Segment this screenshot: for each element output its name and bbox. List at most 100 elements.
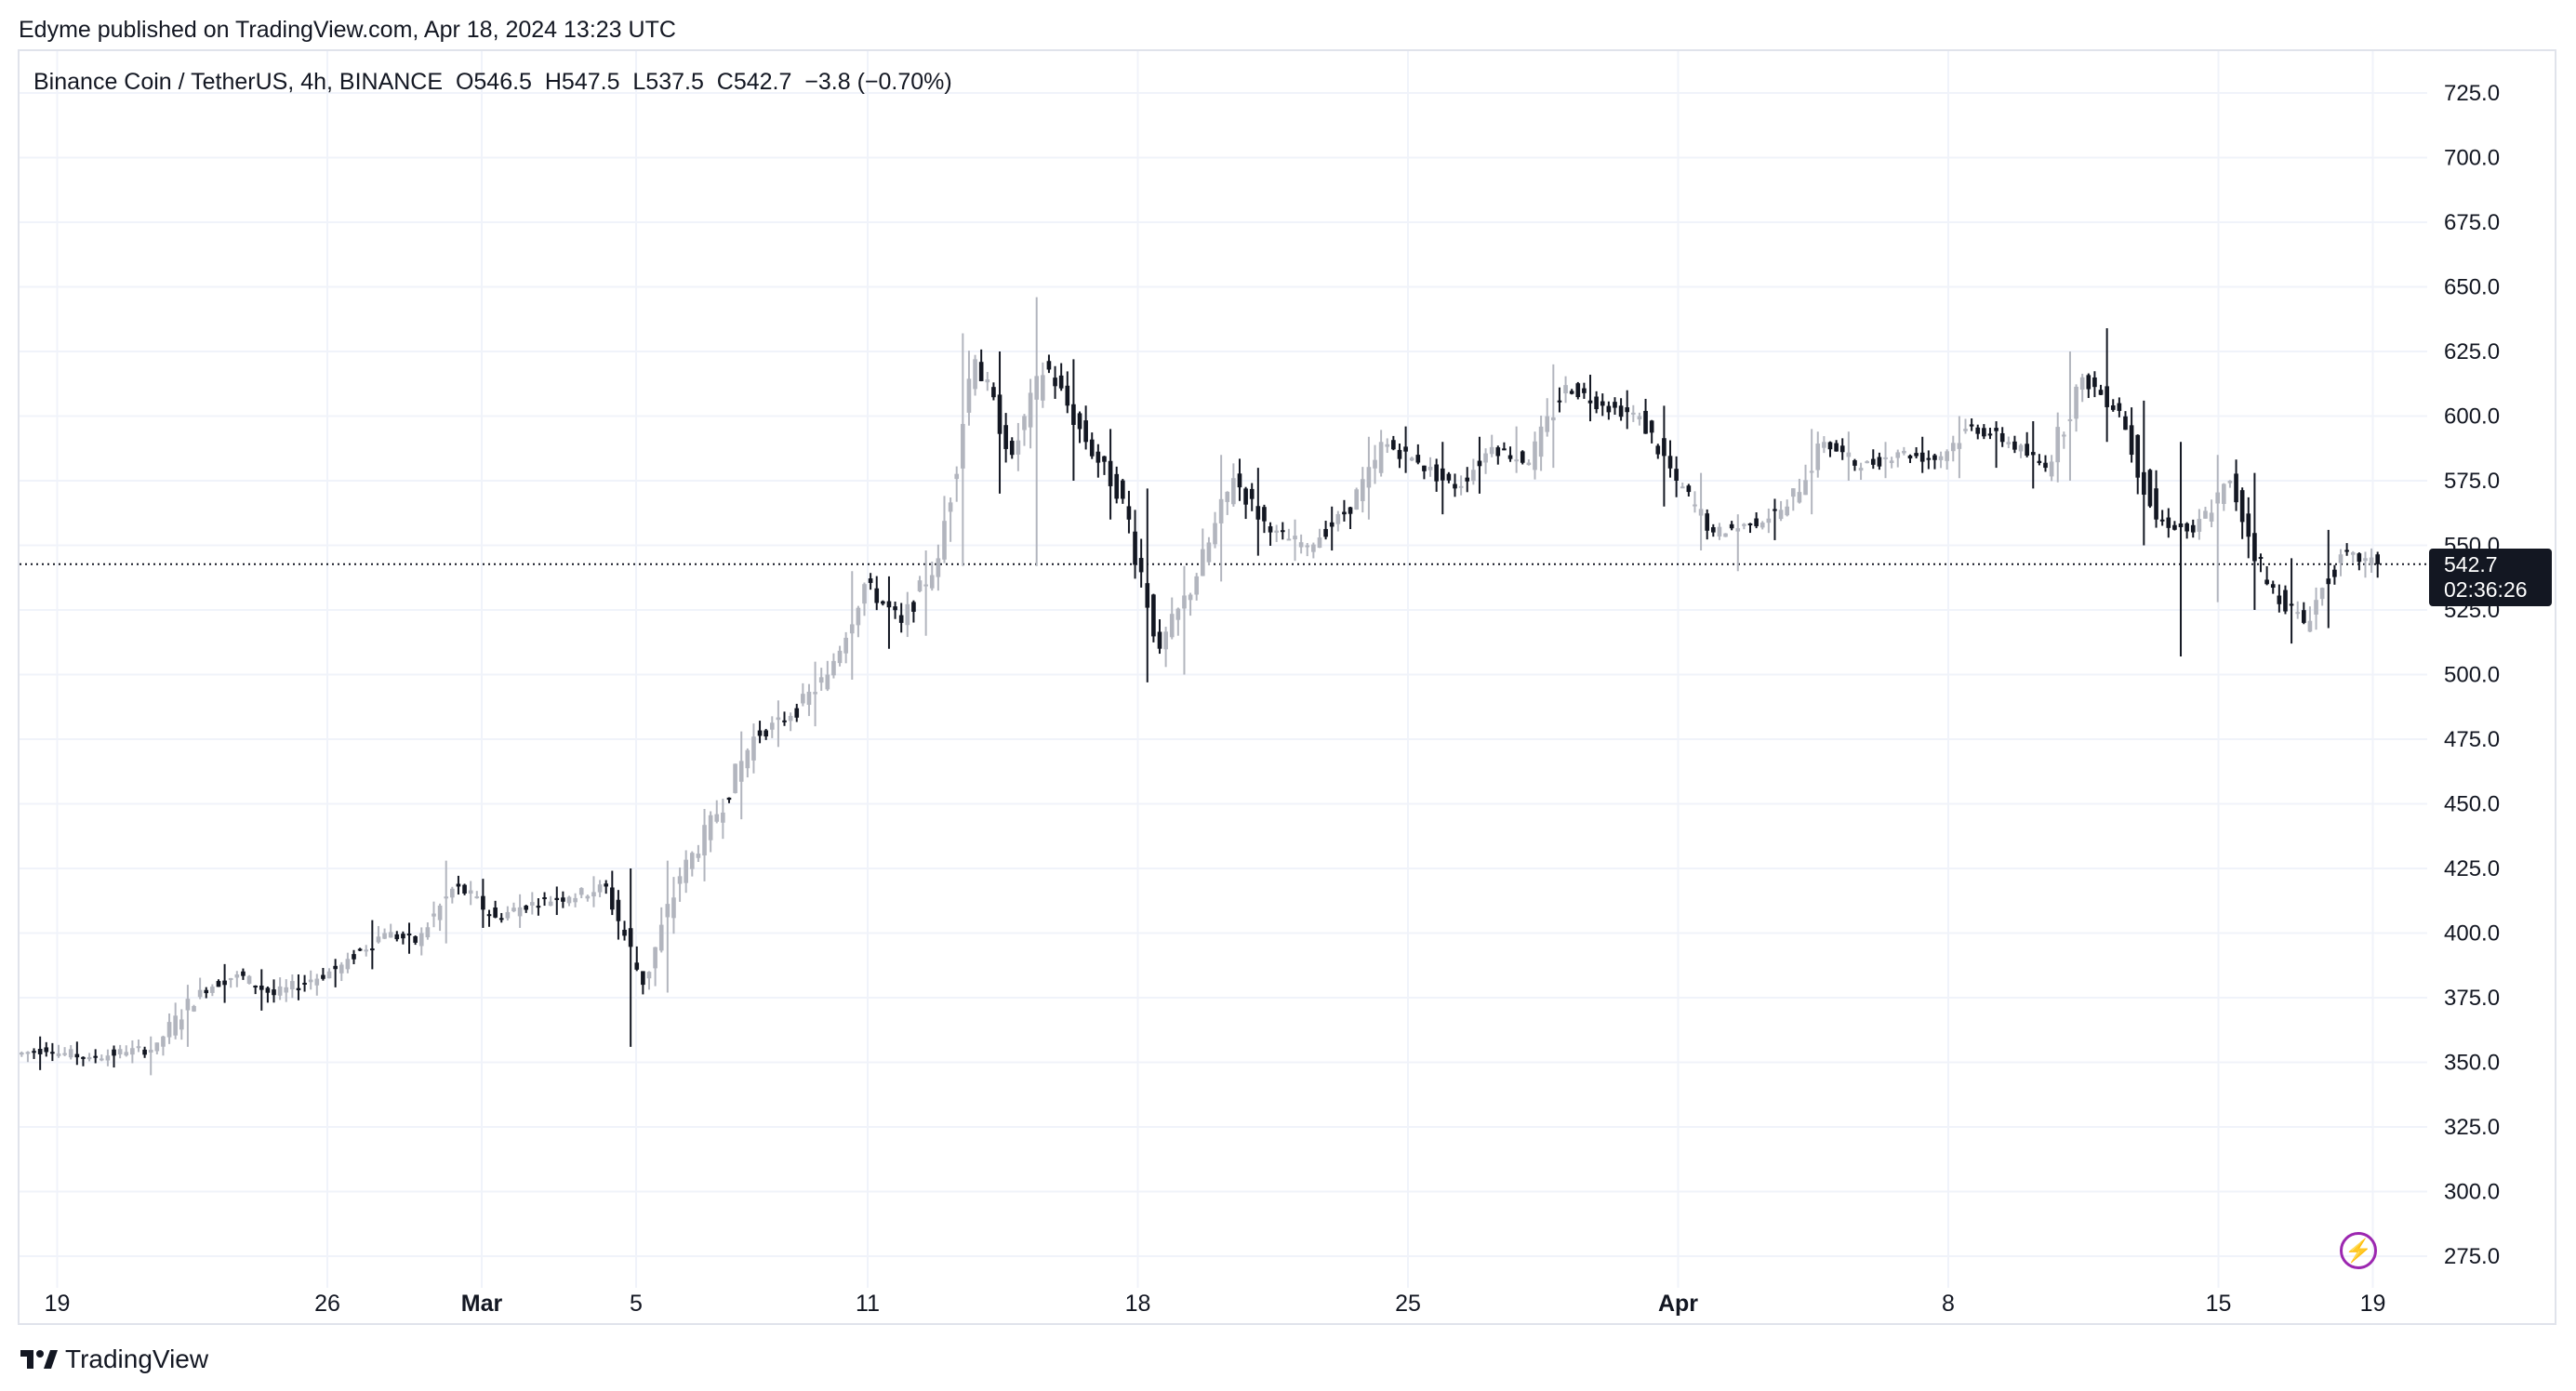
candle-body <box>1963 429 1968 431</box>
candle-body <box>1754 518 1759 526</box>
candle-body <box>1846 452 1852 457</box>
candle-body <box>653 947 657 969</box>
candle-body <box>1613 402 1617 408</box>
candle-body <box>154 1042 160 1052</box>
candle-body <box>81 1056 86 1059</box>
candle-body <box>1397 449 1402 459</box>
x-tick-label: 18 <box>1125 1291 1151 1317</box>
candle-body <box>961 423 965 469</box>
candle-body <box>345 959 351 970</box>
bar-countdown: 02:36:26 <box>2444 577 2528 602</box>
candle-body <box>985 379 990 383</box>
candle-body <box>364 949 369 952</box>
candle-body <box>1089 439 1095 457</box>
candle-body <box>1317 537 1322 549</box>
candle-body <box>2307 620 2313 632</box>
candle-body <box>1213 523 1217 545</box>
candle-body <box>2239 490 2245 523</box>
candle-body <box>2344 550 2349 552</box>
candle-body <box>1729 523 1734 529</box>
candle-body <box>1538 426 1544 457</box>
candle-body <box>2098 390 2104 395</box>
candle-body <box>806 691 812 706</box>
candle-body <box>1982 428 1986 437</box>
candle-body <box>2006 442 2012 444</box>
candle-body <box>1225 491 1230 502</box>
candle-body <box>511 907 516 912</box>
chart-frame[interactable] <box>18 49 2556 1325</box>
candle-body <box>1034 376 1040 400</box>
candle-body <box>1041 375 1045 401</box>
y-tick-label: 700.0 <box>2444 146 2500 171</box>
candle-body <box>1742 523 1746 526</box>
candle-body <box>2277 595 2282 604</box>
candle-body <box>886 601 892 608</box>
candle-body <box>2172 524 2177 530</box>
candle-body <box>764 730 768 737</box>
legend-change: −3.8 (−0.70%) <box>804 69 952 95</box>
candle-body <box>1403 446 1408 452</box>
candle-body <box>296 987 301 991</box>
candle-body <box>1121 480 1125 499</box>
candle-body <box>2178 523 2184 527</box>
candle-body <box>166 1022 172 1038</box>
candle-body <box>714 814 720 822</box>
candle-body <box>2092 377 2097 388</box>
candle-body <box>1551 417 1556 421</box>
candle-body <box>1095 451 1101 463</box>
candle-body <box>486 914 492 917</box>
candle-body <box>1465 477 1470 482</box>
candle-body <box>1323 528 1328 537</box>
candle-body <box>1594 396 1599 410</box>
candle-body <box>917 580 923 591</box>
candle-body <box>1489 446 1494 455</box>
candle-body <box>536 906 541 908</box>
tradingview-logo-icon <box>20 1350 58 1369</box>
candle-body <box>646 972 652 979</box>
y-tick-label: 625.0 <box>2444 339 2500 364</box>
candle-body <box>376 936 381 943</box>
candle-body <box>738 761 744 782</box>
candle-body <box>112 1049 116 1056</box>
candle-body <box>1440 468 1445 481</box>
candle-body <box>733 763 737 793</box>
candle-body <box>2043 462 2048 469</box>
candle-body <box>2062 434 2066 437</box>
footer-brand[interactable]: TradingView <box>19 1345 208 1374</box>
candle-body <box>1705 513 1710 531</box>
candle-body <box>1945 451 1949 461</box>
x-tick-label: Apr <box>1658 1291 1698 1317</box>
candle-body <box>893 606 897 611</box>
candle-body <box>801 694 805 704</box>
candle-body <box>450 888 455 898</box>
candle-body <box>548 901 553 907</box>
candle-body <box>1969 424 1974 427</box>
candle-body <box>228 977 233 980</box>
candle-body <box>2030 452 2036 456</box>
candle-body <box>234 974 240 978</box>
time-axis[interactable]: 19 26 Mar 5 11 18 25 Apr 8 15 19 <box>45 1291 2386 1317</box>
candle-body <box>1785 506 1790 516</box>
candle-body <box>1563 385 1568 394</box>
candle-body <box>246 975 252 984</box>
candle-body <box>1182 595 1187 609</box>
candle-body <box>68 1049 73 1058</box>
candle-body <box>1298 542 1304 548</box>
candle-body <box>684 859 688 883</box>
candle-body <box>1919 452 1925 462</box>
candle-body <box>1274 530 1279 533</box>
candle-body <box>142 1049 147 1055</box>
candle-body <box>394 934 400 940</box>
candle-body <box>1662 438 1666 457</box>
candle-body <box>1698 509 1704 516</box>
candle-body <box>973 359 977 390</box>
price-axis[interactable]: 275.0 300.0 325.0 350.0 375.0 400.0 425.0 450.0… <box>2444 81 2500 1269</box>
candle-body <box>2166 517 2171 528</box>
candle-body <box>105 1055 111 1061</box>
candle-body <box>192 1006 196 1012</box>
lightning-bolt-icon[interactable]: ⚡ <box>2340 1232 2377 1269</box>
candle-body <box>2147 470 2153 507</box>
candle-body <box>794 708 800 718</box>
candle-body <box>1932 455 1937 460</box>
